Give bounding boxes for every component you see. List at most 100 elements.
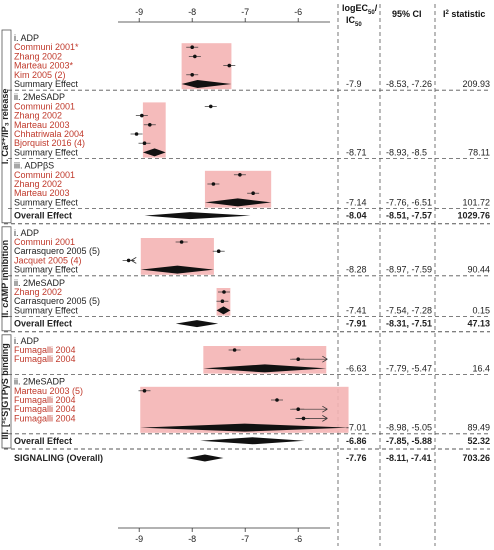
study-label: Fumagalli 2004: [14, 395, 76, 405]
study-label: Bjorquist 2016 (4): [14, 138, 85, 148]
summary-estimate: -8.28: [346, 265, 367, 275]
tick-label: -7: [241, 7, 249, 17]
study-label: Zhang 2002: [14, 179, 62, 189]
overall-diamond: [186, 454, 224, 462]
study-point: [227, 63, 232, 68]
arrow-right: [322, 405, 328, 413]
overall-label: Overall Effect: [14, 436, 72, 446]
overall-estimate: -6.86: [346, 436, 367, 446]
study-point: [301, 416, 306, 421]
summary-i2: 0.15: [472, 305, 490, 315]
study-label: Marteau 2003: [14, 188, 70, 198]
summary-diamond: [140, 423, 349, 432]
study-point: [296, 357, 301, 362]
study-label: Carrasquero 2005 (5): [14, 296, 100, 306]
summary-label: Summary Effect: [14, 265, 78, 275]
study-point: [142, 141, 147, 145]
arrow-right: [322, 415, 328, 422]
summary-i2: 101.72: [462, 197, 490, 207]
section-label: III. [³⁵S]GTPγS binding: [0, 343, 10, 439]
study-point: [296, 407, 301, 412]
summary-i2: 78.11: [468, 147, 490, 157]
group-title: ii. 2MeSADP: [14, 92, 65, 102]
overall-ci: -8.31, -7.51: [386, 319, 432, 329]
overall-diamond: [144, 212, 251, 220]
study-label: Marteau 2003*: [14, 61, 74, 71]
study-point: [134, 132, 139, 136]
overall-estimate: -8.04: [346, 211, 367, 221]
study-label: Zhang 2002: [14, 111, 62, 121]
overall-i2: 1029.76: [457, 211, 490, 221]
study-point: [211, 182, 216, 186]
study-point: [222, 290, 226, 294]
study-label: Fumagalli 2004: [14, 413, 76, 423]
overall-i2: 703.26: [462, 453, 490, 463]
tick-label: -9: [135, 7, 143, 17]
summary-i2: 90.44: [467, 265, 490, 275]
study-label: Zhang 2002: [14, 287, 62, 297]
study-point: [216, 249, 221, 253]
header-col3: I2 statistic: [443, 9, 485, 19]
overall-label: SIGNALING (Overall): [14, 453, 103, 463]
summary-ci: -7.79, -5.47: [386, 363, 432, 373]
study-point: [179, 240, 184, 244]
study-point: [232, 348, 237, 352]
study-label: Carrasquero 2005 (5): [14, 246, 100, 256]
summary-diamond: [204, 198, 272, 207]
study-label: Communi 2001*: [14, 42, 79, 52]
summary-estimate: -8.71: [346, 147, 367, 157]
section-bracket: [1, 334, 12, 449]
summary-estimate: -7.14: [346, 197, 367, 207]
study-point: [193, 54, 197, 59]
study-point: [126, 258, 131, 263]
overall-diamond: [200, 437, 305, 445]
arrow-right: [322, 355, 328, 363]
study-label: Communi 2001: [14, 101, 75, 111]
tick-label: -8: [188, 534, 196, 544]
summary-ci: -7.54, -7.28: [386, 305, 432, 315]
tick-label: -8: [188, 7, 196, 17]
study-point: [251, 191, 255, 195]
summary-diamond: [140, 265, 214, 274]
summary-label: Summary Effect: [14, 79, 78, 89]
study-label: Zhang 2002: [14, 51, 62, 61]
overall-estimate: -7.91: [346, 319, 367, 329]
summary-estimate: -6.63: [346, 363, 367, 373]
group-title: ii. 2MeSADP: [14, 278, 65, 288]
study-point: [142, 389, 147, 393]
study-label: Fumagalli 2004: [14, 404, 76, 414]
group-title: i. ADP: [14, 336, 39, 346]
summary-diamond: [181, 80, 232, 88]
study-label: Marteau 2003: [14, 120, 70, 130]
overall-diamond: [175, 320, 219, 328]
study-label: Chhatriwala 2004: [14, 129, 84, 139]
overall-ci: -8.11, -7.41: [386, 453, 432, 463]
study-label: Kim 2005 (2): [14, 70, 66, 80]
pooled-box: [142, 102, 166, 158]
section-label: I. Ca²⁺/IP₃ release: [0, 89, 10, 164]
study-point: [220, 299, 225, 304]
study-point: [148, 123, 152, 127]
summary-i2: 209.93: [462, 79, 490, 89]
study-label: Marteau 2003 (5): [14, 386, 83, 396]
summary-estimate: -7.01: [346, 423, 367, 433]
study-label: Jacquet 2005 (4): [14, 255, 82, 265]
study-point: [140, 113, 144, 118]
study-point: [190, 73, 194, 77]
summary-i2: 89.49: [467, 423, 490, 433]
overall-ci: -7.85, -5.88: [386, 436, 432, 446]
group-title: i. ADP: [14, 228, 39, 238]
study-point: [208, 104, 213, 109]
overall-label: Overall Effect: [14, 211, 72, 221]
section-bracket: [1, 226, 12, 332]
summary-ci: -8.98, -5.05: [386, 423, 432, 433]
summary-diamond: [203, 364, 327, 373]
summary-label: Summary Effect: [14, 305, 78, 315]
group-title: i. ADP: [14, 33, 39, 43]
tick-label: -6: [294, 7, 302, 17]
study-label: Communi 2001: [14, 237, 75, 247]
summary-diamond: [142, 148, 166, 157]
section-label: II. cAMP inhibition: [0, 240, 10, 318]
